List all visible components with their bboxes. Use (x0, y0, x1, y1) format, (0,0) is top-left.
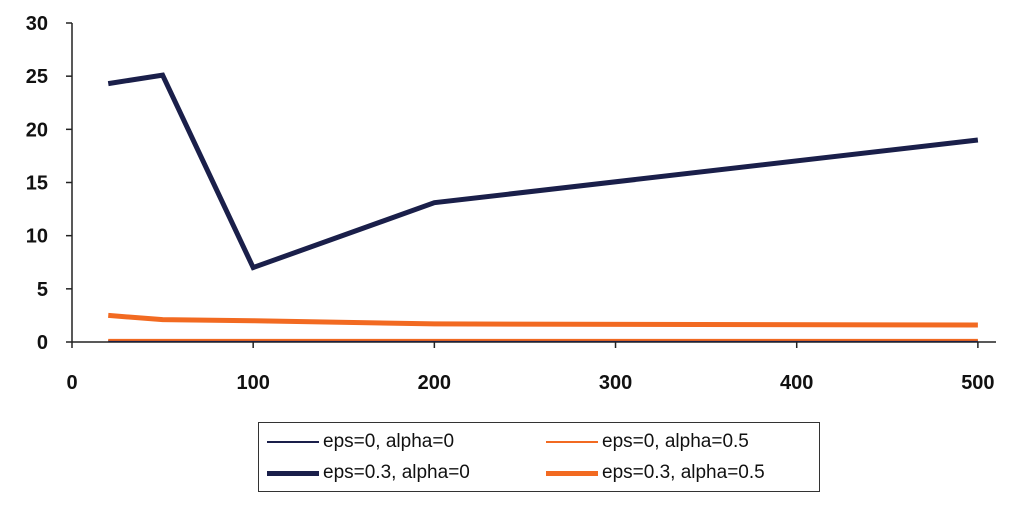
y-tick-label: 5 (37, 279, 48, 301)
legend-item-3: eps=0.3, alpha=0 (267, 458, 470, 488)
legend-label-1: eps=0, alpha=0 (323, 431, 455, 452)
legend-item-4: eps=0.3, alpha=0.5 (546, 458, 765, 488)
y-tick-label: 20 (26, 119, 48, 141)
legend-item-1: eps=0, alpha=0 (267, 427, 454, 457)
y-tick-label: 0 (37, 332, 48, 354)
legend: eps=0, alpha=0 eps=0, alpha=0.5 eps=0.3,… (258, 422, 820, 492)
y-tick-label: 25 (26, 66, 48, 88)
y-tick-label: 10 (26, 226, 48, 248)
legend-label-2: eps=0, alpha=0.5 (602, 431, 749, 452)
legend-item-2: eps=0, alpha=0.5 (546, 427, 749, 457)
x-tick-label: 300 (599, 372, 632, 394)
x-tick-label: 500 (961, 372, 994, 394)
legend-label-4: eps=0.3, alpha=0.5 (602, 462, 765, 483)
x-tick-label: 100 (236, 372, 269, 394)
x-tick-label: 200 (418, 372, 451, 394)
x-tick-label: 400 (780, 372, 813, 394)
y-tick-label: 15 (26, 173, 48, 195)
series-line-4 (108, 312, 978, 328)
legend-swatch-1 (267, 441, 319, 443)
legend-swatch-4 (546, 470, 598, 476)
x-tick-label: 0 (66, 372, 77, 394)
y-tick-label: 30 (26, 13, 48, 35)
legend-swatch-2 (546, 441, 598, 443)
legend-label-3: eps=0.3, alpha=0 (323, 462, 470, 483)
legend-swatch-3 (267, 470, 319, 476)
series-line-3 (107, 72, 979, 271)
